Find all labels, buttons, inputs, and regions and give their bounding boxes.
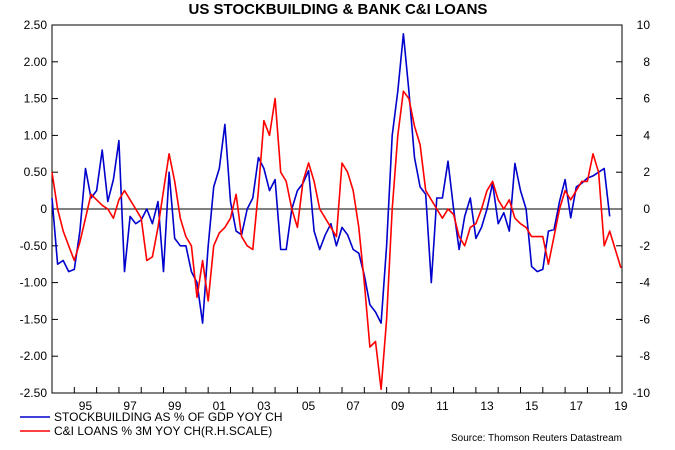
x-tick-label: 03 <box>257 399 271 413</box>
x-tick-label: 07 <box>346 399 360 413</box>
left-tick-label: -1.00 <box>20 276 48 290</box>
left-tick-label: 1.50 <box>24 92 48 106</box>
right-tick-label: 6 <box>643 92 650 106</box>
series-line-ci-loans <box>51 90 622 391</box>
left-axis: 2.50 2.00 1.50 1.00 0.50 0 -0.50 -1.00 -1.50 -2.0… <box>20 18 58 400</box>
chart-title: US STOCKBUILDING & BANK C&I LOANS <box>189 1 488 18</box>
left-tick-label: 2.00 <box>24 55 48 69</box>
right-tick-label: -4 <box>639 276 650 290</box>
right-tick-label: 8 <box>643 55 650 69</box>
legend: STOCKBUILDING AS % OF GDP YOY CH C&I LOA… <box>20 410 283 438</box>
left-tick-label: 0 <box>40 202 47 216</box>
x-tick-label: 95 <box>79 399 93 413</box>
x-tick-label: 99 <box>168 399 182 413</box>
left-tick-label: -2.50 <box>20 386 48 400</box>
legend-label-stockbuilding: STOCKBUILDING AS % OF GDP YOY CH <box>54 410 283 424</box>
x-tick-label: 97 <box>123 399 137 413</box>
left-tick-label: 0.50 <box>24 165 48 179</box>
x-tick-label: 11 <box>436 399 449 413</box>
x-tick-label: 19 <box>614 399 628 413</box>
left-tick-label: 2.50 <box>24 18 48 32</box>
right-tick-label: 10 <box>637 18 651 32</box>
left-tick-label: -1.50 <box>20 312 48 326</box>
x-tick-label: 17 <box>570 399 584 413</box>
x-tick-label: 05 <box>302 399 316 413</box>
series-lines <box>51 32 622 391</box>
right-tick-label: -6 <box>639 312 650 326</box>
source-note: Source: Thomson Reuters Datastream <box>451 433 622 444</box>
series-line-stockbuilding <box>51 32 611 324</box>
left-tick-label: 1.00 <box>24 128 48 142</box>
right-tick-label: -10 <box>633 386 651 400</box>
right-tick-label: -2 <box>639 239 650 253</box>
left-tick-label: -2.00 <box>20 349 48 363</box>
x-axis: 95 97 99 01 03 05 07 09 11 13 15 17 19 <box>51 387 628 413</box>
right-tick-label: 4 <box>643 128 650 142</box>
x-tick-label: 01 <box>213 399 227 413</box>
right-tick-label: 0 <box>643 202 650 216</box>
x-tick-label: 13 <box>480 399 494 413</box>
right-tick-label: 2 <box>643 165 650 179</box>
legend-label-ci-loans: C&I LOANS % 3M YOY CH(R.H.SCALE) <box>54 424 272 438</box>
x-tick-label: 09 <box>391 399 405 413</box>
x-tick-label: 15 <box>525 399 539 413</box>
right-axis: 10 8 6 4 2 0 -2 -4 -6 -8 -10 <box>616 18 650 400</box>
left-tick-label: -0.50 <box>20 239 48 253</box>
right-tick-label: -8 <box>639 349 650 363</box>
